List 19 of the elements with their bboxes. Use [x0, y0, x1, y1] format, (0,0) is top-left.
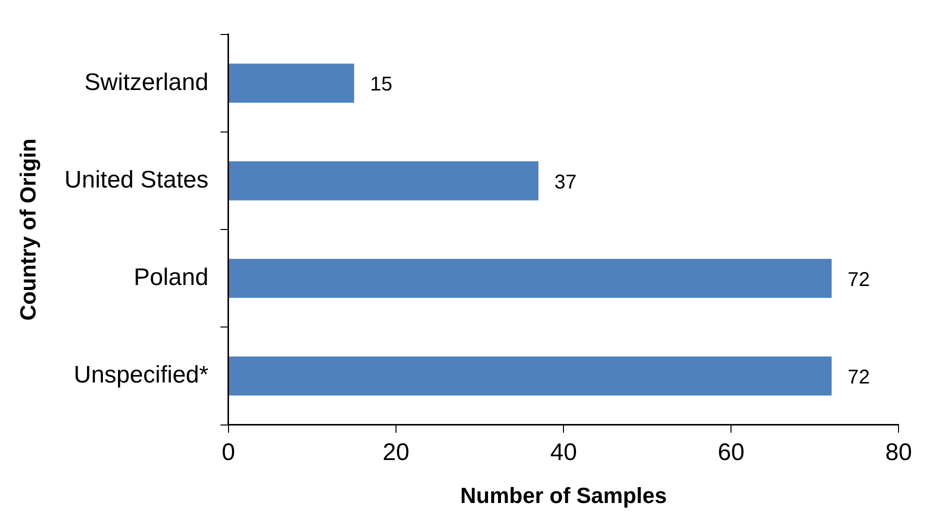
y-axis-title: Country of Origin [15, 138, 40, 321]
data-label: 37 [554, 171, 577, 194]
x-axis-title: Number of Samples [460, 482, 667, 508]
y-tick-label: Switzerland [84, 68, 208, 96]
y-tick-label: Poland [134, 264, 208, 292]
y-tick-label: United States [64, 166, 208, 194]
bar [228, 64, 354, 103]
data-label: 15 [370, 74, 392, 96]
y-tick-label: Unspecified* [74, 362, 208, 389]
data-label: 72 [848, 366, 870, 389]
data-label: 72 [848, 268, 870, 291]
x-tick-label: 40 [550, 438, 577, 466]
bar [228, 161, 538, 200]
x-tick-label: 60 [718, 438, 744, 466]
bar [228, 258, 832, 298]
x-tick-label: 20 [382, 438, 410, 466]
x-tick-label: 0 [222, 438, 236, 466]
x-tick-label: 80 [885, 438, 912, 466]
bar [228, 356, 832, 396]
